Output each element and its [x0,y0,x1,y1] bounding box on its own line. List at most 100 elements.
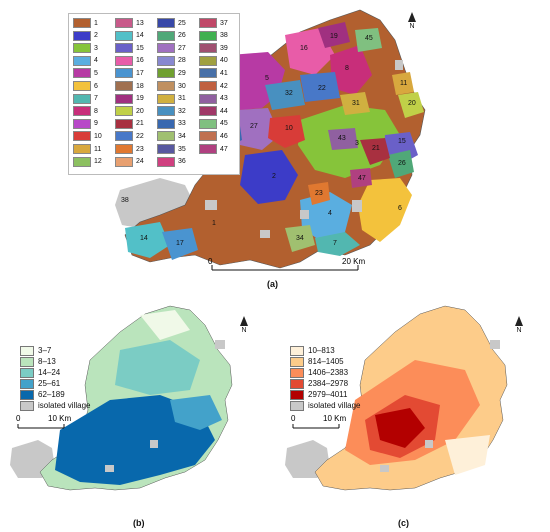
region-label: 11 [400,80,407,87]
legend-a-label: 4 [94,57,98,65]
north-label-c: N [516,327,522,334]
legend-b: 3–7 8–13 14–24 25–61 62–189 isolated village [20,345,90,411]
legend-a-item: 27 [157,43,186,54]
legend-a-item: 23 [115,144,144,154]
district-43 [328,128,358,150]
legend-a-label: 12 [94,158,102,166]
legend-a-item: 38 [199,30,228,41]
scale-label-right-a: 20 Km [342,257,365,266]
legend-a-swatch [73,81,91,91]
legend-a-item: 25 [157,18,186,28]
legend-a-label: 36 [178,158,186,166]
isolated-patch-b [105,465,114,472]
legend-a-item: 4 [73,55,98,66]
legend-a-swatch [73,106,91,117]
legend-a-item: 37 [199,18,228,28]
legend-a-swatch [157,131,175,142]
legend-a-item: 32 [157,106,186,117]
legend-a-swatch [157,55,175,66]
legend-a-swatch [73,30,91,41]
north-arrow-icon [240,316,248,326]
district-47 [350,168,372,188]
legend-a-label: 30 [178,82,186,90]
legend-a-item: 9 [73,118,98,129]
legend-a-swatch [157,43,175,54]
legend-a-swatch [157,18,175,28]
scale-label-left-c: 0 [291,414,296,423]
isolated-patch [395,60,403,70]
legend-a-label: 16 [136,57,144,65]
north-arrow-c: N [515,316,523,334]
legend-a-swatch [73,144,91,154]
legend-a-swatch [199,81,217,91]
map-c: 0 10 Km [285,305,508,491]
legend-a-item: 31 [157,93,186,104]
legend-a-swatch [115,144,133,154]
legend-a-label: 22 [136,132,144,140]
legend-label: 2979–4011 [308,390,348,399]
legend-a-label: 11 [94,145,102,153]
legend-a-item: 13 [115,18,144,28]
legend-label: 62–189 [38,390,65,399]
region-label: 26 [398,160,406,167]
legend-swatch [20,378,34,389]
scale-label-right-b: 10 Km [48,414,71,423]
caption-a: (a) [267,279,278,289]
legend-a-label: 35 [178,145,186,153]
legend-a-swatch [199,144,217,154]
legend-a-swatch [115,106,133,117]
legend-a-label: 3 [94,44,98,52]
district-11 [392,72,414,95]
legend-a-item: 6 [73,81,98,91]
legend-a-item: 2 [73,30,98,41]
legend-a-label: 7 [94,95,98,103]
legend-a-item: 39 [199,43,228,54]
legend-a-item: 33 [157,118,186,129]
legend-a-swatch [73,131,91,142]
panel-c: 0 10 Km 10–813 814–1405 1406–2383 2384–2978… [275,300,550,532]
legend-a-swatch [199,30,217,41]
legend-row: 2979–4011 [290,389,360,400]
legend-a-swatch [73,55,91,66]
legend-a-label: 8 [94,107,98,115]
region-label: 23 [315,190,323,197]
legend-a-label: 1 [94,19,98,27]
legend-a-swatch [157,68,175,79]
legend-a-item: 17 [115,68,144,79]
legend-a-label: 29 [178,69,186,77]
legend-a-swatch [157,30,175,41]
district-20 [398,92,424,118]
legend-row: 1406–2383 [290,367,360,378]
zone-darkred-c [375,408,425,448]
legend-row: isolated village [20,400,90,411]
north-arrow-icon [515,316,523,326]
legend-a-item: 12 [73,156,102,167]
region-label: 21 [372,145,380,152]
legend-row: isolated village [290,400,360,411]
legend-a-item: 3 [73,43,98,54]
isolated-patch-c [425,440,433,448]
legend-label: isolated village [38,401,91,410]
panel-b: 0 10 Km 3–7 8–13 14–24 25–61 62–189 isolated … [0,300,275,532]
legend-swatch [20,356,34,367]
legend-a-item: 10 [73,131,102,142]
legend-swatch [290,367,304,378]
legend-a-item: 20 [115,106,144,117]
caption-c: (c) [398,518,409,528]
legend-a-label: 13 [136,19,144,27]
legend-a-swatch [115,156,133,167]
district-26 [388,150,414,178]
legend-a-label: 47 [220,145,228,153]
legend-a-label: 9 [94,120,98,128]
legend-row: 2384–2978 [290,378,360,389]
legend-a-item: 7 [73,93,98,104]
district-7 [315,232,360,256]
caption-b: (b) [133,518,145,528]
legend-a-item: 30 [157,81,186,91]
legend-label: 3–7 [38,346,52,355]
legend-label: 1406–2383 [308,368,349,377]
legend-a-swatch [157,106,175,117]
north-arrow-icon [408,12,416,22]
legend-a-item: 1 [73,18,98,28]
legend-a-swatch [73,18,91,28]
